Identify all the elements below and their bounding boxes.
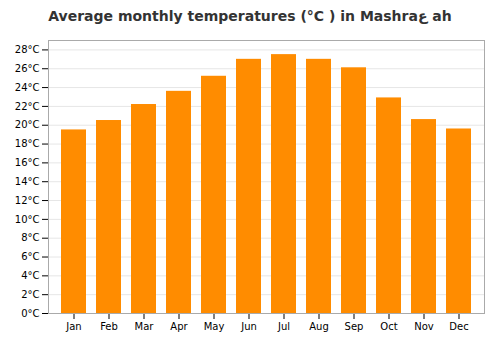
svg-text:26°C: 26°C xyxy=(15,63,40,74)
svg-text:Mar: Mar xyxy=(135,321,155,332)
svg-text:18°C: 18°C xyxy=(15,138,40,149)
svg-text:Aug: Aug xyxy=(309,321,329,332)
svg-text:22°C: 22°C xyxy=(15,101,40,112)
svg-text:Oct: Oct xyxy=(380,321,397,332)
svg-text:16°C: 16°C xyxy=(15,157,40,168)
svg-text:0°C: 0°C xyxy=(21,308,39,319)
svg-text:2°C: 2°C xyxy=(21,289,39,300)
svg-text:24°C: 24°C xyxy=(15,82,40,93)
html-text:Average monthly temperatures (: Average monthly temperatures (°C ) in Ma… xyxy=(48,8,452,24)
svg-text:Feb: Feb xyxy=(100,321,118,332)
svg-text:12°C: 12°C xyxy=(15,195,40,206)
svg-text:Nov: Nov xyxy=(414,321,434,332)
svg-text:4°C: 4°C xyxy=(21,270,39,281)
svg-text:Jun: Jun xyxy=(240,321,257,332)
svg-text:6°C: 6°C xyxy=(21,251,39,262)
svg-text:20°C: 20°C xyxy=(15,119,40,130)
svg-text:Jan: Jan xyxy=(65,321,81,332)
svg-text:Sep: Sep xyxy=(345,321,364,332)
svg-text:28°C: 28°C xyxy=(15,44,40,55)
svg-text:14°C: 14°C xyxy=(15,176,40,187)
svg-text:10°C: 10°C xyxy=(15,214,40,225)
svg-text:8°C: 8°C xyxy=(21,232,39,243)
svg-text:Dec: Dec xyxy=(449,321,468,332)
svg-text:May: May xyxy=(204,321,225,332)
svg-text:Jul: Jul xyxy=(277,321,290,332)
svg-text:Apr: Apr xyxy=(170,321,188,332)
